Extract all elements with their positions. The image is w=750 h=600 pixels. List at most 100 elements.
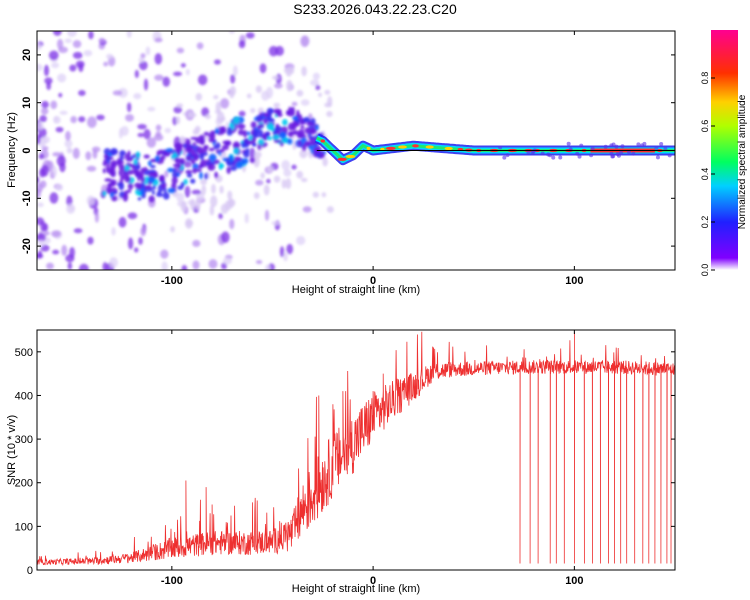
spectrogram-y-tick-label: 20: [21, 49, 33, 61]
spectrogram-noise-blob: [211, 183, 216, 194]
spectrogram-noise-blob: [326, 206, 334, 213]
spectrogram-side-blob: [551, 155, 556, 160]
spectrogram-noise-blob: [172, 116, 178, 126]
snr-x-tick-label: 0: [370, 575, 376, 587]
spectrogram-noise-blob: [78, 263, 89, 270]
spectrogram-noise-blob: [44, 77, 53, 85]
spectrogram-noise-blob: [155, 124, 162, 131]
spectrogram-noise-blob: [38, 153, 45, 160]
spectrogram-noise-blob: [37, 63, 43, 72]
spectrogram-energy-blob: [175, 146, 183, 153]
snr-x-tick-label: -100: [161, 575, 183, 587]
spectrogram-noise-blob: [43, 223, 49, 232]
spectrogram-peak: [412, 144, 419, 148]
spectrogram-noise-blob: [227, 198, 234, 209]
spectrogram-noise-blob: [83, 49, 93, 57]
spectrogram-noise-blob: [37, 42, 42, 51]
spectrogram-energy-blob: [257, 143, 261, 150]
spectrogram-energy-blob: [174, 157, 179, 163]
spectrogram-noise-blob: [64, 38, 72, 44]
spectrogram-noise-blob: [296, 235, 306, 246]
spectrogram-energy-blob: [150, 164, 156, 169]
snr-y-tick-label: 400: [15, 390, 33, 402]
spectrogram-energy-blob: [154, 155, 160, 162]
spectrogram-energy-blob: [315, 124, 319, 131]
spectrogram-noise-blob: [126, 102, 132, 113]
spectrogram-peak: [385, 146, 396, 151]
spectrogram-noise-blob: [255, 260, 263, 265]
spectrogram-energy-blob: [175, 143, 184, 148]
spectrogram-noise-blob: [215, 101, 222, 113]
spectrogram-energy-blob: [294, 119, 301, 123]
spectrogram-energy-blob: [185, 169, 193, 174]
spectrogram-energy-blob: [320, 151, 324, 157]
spectrogram-noise-blob: [37, 253, 44, 259]
spectrogram-energy-blob: [140, 187, 144, 196]
spectrogram-noise-blob: [218, 213, 223, 220]
spectrogram-noise-blob: [266, 178, 271, 184]
spectrogram-energy-blob: [199, 171, 203, 180]
spectrogram-energy-blob: [143, 154, 150, 159]
spectrogram-noise-blob: [162, 76, 171, 87]
spectrogram-noise-blob: [238, 40, 246, 49]
spectrogram-energy-blob: [198, 164, 203, 169]
spectrogram-energy-blob: [127, 182, 134, 190]
spectrogram-noise-blob: [292, 140, 297, 151]
spectrogram-peak: [337, 157, 347, 161]
spectrogram-noise-blob: [196, 42, 204, 50]
spectrogram-energy-blob: [183, 178, 188, 185]
spectrogram-noise-blob: [72, 40, 82, 48]
spectrogram-noise-blob: [271, 75, 279, 80]
spectrogram-noise-blob: [51, 62, 60, 69]
colorbar-tick-label: 0.8: [700, 72, 710, 85]
spectrogram-noise-blob: [46, 262, 54, 270]
spectrogram-noise-blob: [221, 262, 227, 270]
spectrogram-noise-blob: [78, 63, 84, 73]
spectrogram-noise-blob: [190, 113, 197, 118]
spectrogram-side-blob: [609, 143, 614, 148]
spectrogram-noise-blob: [73, 228, 83, 234]
spectrogram-noise-blob: [43, 64, 50, 77]
spectrogram-noise-blob: [102, 262, 108, 270]
spectrogram-energy-blob: [297, 140, 302, 147]
spectrogram-noise-blob: [273, 102, 281, 108]
spectrogram-energy-blob: [147, 160, 152, 167]
spectrogram-side-blob: [502, 155, 507, 160]
spectrogram-side-blob: [610, 154, 615, 159]
spectrogram-noise-blob: [249, 147, 256, 159]
spectrogram-noise-blob: [92, 149, 98, 159]
spectrogram-energy-blob: [120, 154, 124, 162]
spectrogram-noise-blob: [281, 179, 287, 189]
spectrogram-energy-blob: [137, 176, 141, 181]
spectrogram-energy-blob: [255, 114, 264, 121]
spectrogram-noise-blob: [134, 247, 139, 253]
spectrogram-noise-blob: [98, 37, 106, 44]
snr-x-axis-label: Height of straight line (km): [292, 583, 420, 595]
spectrogram-energy-blob: [144, 185, 152, 189]
spectrogram-energy-blob: [226, 166, 231, 174]
spectrogram-noise-blob: [216, 111, 225, 124]
spectrogram-noise-blob: [283, 168, 292, 177]
spectrogram-noise-blob: [111, 227, 116, 236]
snr-marks: [37, 331, 675, 567]
spectrogram-noise-blob: [309, 79, 320, 86]
spectrogram-y-axis-label: Frequency (Hz): [6, 112, 18, 188]
spectrogram-side-blob: [498, 145, 503, 150]
spectrogram-energy-blob: [154, 172, 159, 178]
spectrogram-noise-blob: [230, 74, 236, 84]
spectrogram-noise-blob: [176, 192, 185, 202]
spectrogram-energy-blob: [246, 131, 251, 136]
spectrogram-noise-blob: [291, 164, 297, 170]
spectrogram-noise-blob: [301, 66, 307, 77]
spectrogram-energy-blob: [137, 197, 142, 201]
spectrogram-noise-blob: [285, 67, 292, 77]
spectrogram-energy-blob: [233, 147, 240, 155]
spectrogram-energy-blob: [160, 155, 166, 160]
spectrogram-noise-blob: [274, 83, 283, 89]
spectrogram-noise-blob: [94, 211, 99, 223]
spectrogram-noise-blob: [96, 114, 105, 121]
spectrogram-energy-blob: [257, 125, 262, 130]
spectrogram-energy-blob: [165, 148, 174, 153]
spectrogram-energy-blob: [103, 159, 107, 164]
spectrogram-noise-blob: [315, 84, 321, 91]
